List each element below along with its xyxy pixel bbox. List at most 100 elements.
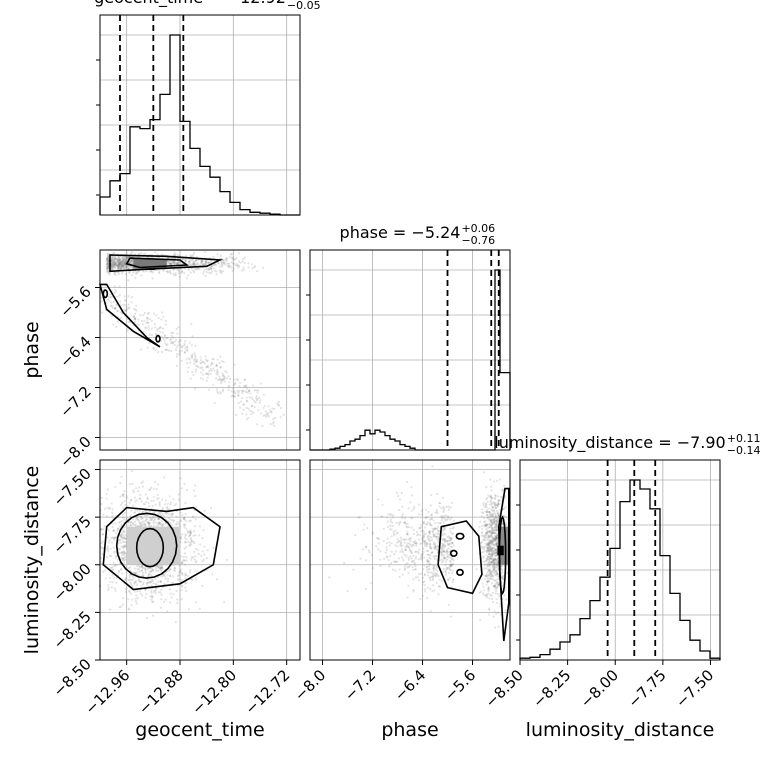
sample-point-2-1 xyxy=(432,569,435,573)
sample-point-1-0 xyxy=(175,262,178,265)
sample-point-1-0 xyxy=(189,259,192,262)
sample-point-2-1 xyxy=(410,486,413,489)
sample-point-2-1 xyxy=(402,513,405,516)
sample-point-2-1 xyxy=(444,563,447,566)
sample-point-1-0 xyxy=(159,326,162,329)
sample-point-2-0 xyxy=(119,521,122,524)
sample-point-1-0 xyxy=(238,385,241,388)
sample-point-2-1 xyxy=(484,525,487,528)
sample-point-1-0 xyxy=(116,264,120,267)
sample-point-2-0 xyxy=(122,518,126,521)
sample-point-1-0 xyxy=(203,362,206,365)
sample-point-2-0 xyxy=(164,598,167,601)
sample-point-1-0 xyxy=(242,390,246,393)
sample-point-2-1 xyxy=(407,584,410,587)
sample-point-2-0 xyxy=(158,504,161,507)
sample-point-2-0 xyxy=(181,585,184,588)
sample-point-1-0 xyxy=(120,267,123,270)
sample-point-2-0 xyxy=(194,494,197,498)
sample-point-1-0 xyxy=(107,262,110,265)
sample-point-2-1 xyxy=(428,562,431,566)
sample-point-2-0 xyxy=(167,508,170,511)
sample-point-1-0 xyxy=(114,266,117,269)
sample-point-1-0 xyxy=(115,263,118,266)
sample-point-2-0 xyxy=(185,488,189,492)
sample-point-1-0 xyxy=(221,388,225,391)
sample-point-2-1 xyxy=(377,542,380,545)
sample-point-2-1 xyxy=(498,478,502,481)
sample-point-2-0 xyxy=(193,525,197,528)
sample-point-2-0 xyxy=(119,539,122,542)
sample-point-2-0 xyxy=(118,606,121,609)
sample-point-2-0 xyxy=(111,566,114,569)
sample-point-2-1 xyxy=(408,549,412,552)
sample-point-2-1 xyxy=(495,520,498,523)
sample-point-1-0 xyxy=(113,261,116,264)
sample-point-1-0 xyxy=(124,265,127,268)
sample-point-2-1 xyxy=(483,589,486,592)
sample-point-2-1 xyxy=(414,576,417,579)
sample-point-1-0 xyxy=(253,405,256,409)
sample-point-1-0 xyxy=(255,423,259,426)
sample-point-2-1 xyxy=(490,524,493,527)
sample-point-2-1 xyxy=(501,576,504,579)
sample-point-2-1 xyxy=(485,531,488,534)
sample-point-2-1 xyxy=(483,567,486,570)
sample-point-1-0 xyxy=(113,262,117,266)
sample-point-2-0 xyxy=(176,598,179,601)
sample-point-1-0 xyxy=(133,316,136,319)
sample-point-2-1 xyxy=(485,580,489,583)
sample-point-2-0 xyxy=(155,583,158,586)
sample-point-1-0 xyxy=(106,262,109,266)
sample-point-1-0 xyxy=(241,260,244,263)
sample-point-2-0 xyxy=(169,575,172,578)
sample-point-2-0 xyxy=(174,621,177,624)
sample-point-2-1 xyxy=(449,615,453,618)
sample-point-1-0 xyxy=(176,261,179,265)
sample-point-1-0 xyxy=(237,401,240,405)
sample-point-2-0 xyxy=(132,518,135,521)
sample-point-2-1 xyxy=(443,541,446,544)
sample-point-1-0 xyxy=(213,401,216,405)
sample-point-2-0 xyxy=(188,520,191,523)
sample-point-1-0 xyxy=(168,262,171,265)
sample-point-1-0 xyxy=(210,264,213,267)
sample-point-2-0 xyxy=(160,593,163,596)
sample-point-1-0 xyxy=(172,260,175,263)
sample-point-2-0 xyxy=(101,570,105,573)
sample-point-1-0 xyxy=(112,261,115,264)
sample-point-2-1 xyxy=(425,541,428,544)
sample-point-2-1 xyxy=(401,515,404,518)
sample-point-2-1 xyxy=(487,553,490,556)
sample-point-2-1 xyxy=(426,574,429,577)
sample-point-1-0 xyxy=(113,272,116,275)
sample-point-2-1 xyxy=(486,565,489,568)
sample-point-1-0 xyxy=(219,392,222,395)
sample-point-2-1 xyxy=(412,528,415,532)
sample-point-1-0 xyxy=(215,364,218,367)
sample-point-2-1 xyxy=(387,513,390,516)
sample-point-2-0 xyxy=(121,597,124,600)
sample-point-2-0 xyxy=(144,569,147,572)
sample-point-2-1 xyxy=(490,545,493,548)
sample-point-1-0 xyxy=(131,261,134,264)
sample-point-2-0 xyxy=(126,524,129,527)
sample-point-2-0 xyxy=(139,494,142,497)
sample-point-1-0 xyxy=(253,389,256,392)
sample-point-1-0 xyxy=(190,344,193,347)
sample-point-1-0 xyxy=(124,258,127,261)
sample-point-2-0 xyxy=(152,582,155,585)
sample-point-2-0 xyxy=(188,544,191,547)
sample-point-1-0 xyxy=(110,264,113,268)
sample-point-2-0 xyxy=(169,592,172,595)
sample-point-1-0 xyxy=(184,347,187,350)
sample-point-1-0 xyxy=(252,384,255,387)
sample-point-1-0 xyxy=(114,257,117,260)
sample-point-2-0 xyxy=(166,577,170,580)
sample-point-2-1 xyxy=(486,508,489,511)
sample-point-1-0 xyxy=(250,405,253,408)
sample-point-2-0 xyxy=(116,529,119,533)
sample-point-2-1 xyxy=(483,471,486,474)
sample-point-2-1 xyxy=(487,613,490,616)
sample-point-2-0 xyxy=(130,583,133,586)
